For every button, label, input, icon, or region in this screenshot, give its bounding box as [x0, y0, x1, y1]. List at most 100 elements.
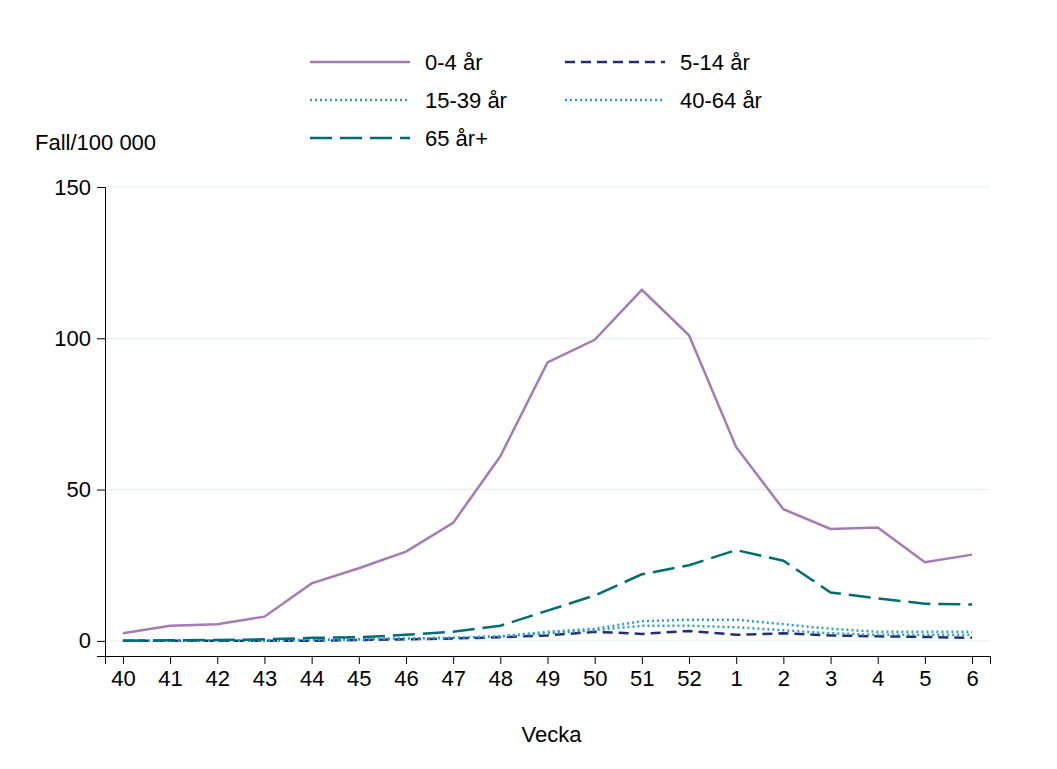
x-tick: 2: [778, 656, 790, 691]
x-tick-mark: [264, 656, 265, 664]
x-tick: 47: [441, 656, 465, 691]
legend-label: 15-39 år: [425, 88, 507, 113]
legend-item: 0-4 år: [310, 50, 482, 75]
y-tick-mark: [97, 338, 105, 339]
x-axis: 40414243444546474849505152123456: [106, 656, 991, 691]
x-tick: 49: [536, 656, 560, 691]
x-axis-line: [106, 657, 991, 665]
y-tick-label: 50: [67, 477, 91, 502]
x-tick-label: 46: [394, 666, 418, 691]
x-tick-mark: [878, 656, 879, 664]
legend-label: 65 år+: [425, 126, 488, 151]
x-tick: 48: [489, 656, 513, 691]
x-tick-label: 3: [825, 666, 837, 691]
y-tick-mark: [97, 187, 105, 188]
x-tick: 41: [158, 656, 182, 691]
grid-line: [105, 338, 990, 339]
x-tick-mark: [123, 656, 124, 664]
x-tick-mark: [783, 656, 784, 664]
x-tick: 1: [731, 656, 743, 691]
x-tick-label: 5: [919, 666, 931, 691]
legend-label: 0-4 år: [425, 50, 482, 75]
x-tick-mark: [170, 656, 171, 664]
x-tick: 51: [630, 656, 654, 691]
legend-line: [565, 99, 665, 102]
legend-item: 65 år+: [310, 126, 488, 151]
x-tick: 40: [111, 656, 135, 691]
x-tick-label: 4: [872, 666, 884, 691]
x-axis-title: Vecka: [522, 722, 583, 747]
x-tick: 3: [825, 656, 837, 691]
y-tick-label: 100: [54, 326, 91, 351]
x-tick-label: 47: [441, 666, 465, 691]
x-tick-mark: [642, 656, 643, 664]
x-tick-label: 1: [731, 666, 743, 691]
x-tick-label: 49: [536, 666, 560, 691]
legend-item: 5-14 år: [565, 50, 750, 75]
x-tick-mark: [312, 656, 313, 664]
x-tick-mark: [689, 656, 690, 664]
x-tick: 44: [300, 656, 324, 691]
x-tick-mark: [217, 656, 218, 664]
lines: [123, 290, 972, 641]
series-line: [123, 620, 972, 641]
x-tick-mark: [925, 656, 926, 664]
x-tick-label: 51: [630, 666, 654, 691]
x-tick: 46: [394, 656, 418, 691]
x-tick-label: 44: [300, 666, 324, 691]
x-tick: 4: [872, 656, 884, 691]
x-tick: 43: [253, 656, 277, 691]
legend-label: 40-64 år: [680, 88, 762, 113]
series-line: [123, 550, 972, 641]
x-tick-label: 2: [778, 666, 790, 691]
legend-line: [310, 137, 410, 140]
x-tick-mark: [406, 656, 407, 664]
grid: [105, 187, 990, 641]
x-tick-label: 48: [489, 666, 513, 691]
legend-line: [310, 61, 410, 64]
chart: 0501001504041424344454647484950515212345…: [0, 0, 1057, 769]
x-tick: 5: [919, 656, 931, 691]
x-tick-mark: [736, 656, 737, 664]
x-tick: 45: [347, 656, 371, 691]
x-tick-label: 50: [583, 666, 607, 691]
legend-label: 5-14 år: [680, 50, 750, 75]
y-tick: 50: [67, 477, 105, 502]
x-tick-label: 42: [206, 666, 230, 691]
x-tick-mark: [595, 656, 596, 664]
x-tick-label: 40: [111, 666, 135, 691]
y-tick-mark: [97, 490, 105, 491]
y-tick: 0: [79, 628, 105, 653]
x-tick-mark: [359, 656, 360, 664]
x-tick-mark: [453, 656, 454, 664]
x-tick: 6: [966, 656, 978, 691]
x-tick-mark: [548, 656, 549, 664]
y-tick-label: 150: [54, 175, 91, 200]
grid-line: [105, 489, 990, 490]
y-tick-label: 0: [79, 628, 91, 653]
y-tick: 100: [54, 326, 105, 351]
y-tick-mark: [97, 641, 105, 642]
legend: 0-4 år 5-14 år 15-39 år 40-64 år 65 år+: [310, 50, 762, 151]
x-tick-label: 45: [347, 666, 371, 691]
x-tick-mark: [972, 656, 973, 664]
legend-item: 40-64 år: [565, 88, 762, 113]
legend-line: [565, 61, 665, 64]
legend-item: 15-39 år: [310, 88, 507, 113]
x-tick: 52: [677, 656, 701, 691]
x-tick: 50: [583, 656, 607, 691]
x-tick-label: 52: [677, 666, 701, 691]
x-tick-label: 6: [966, 666, 978, 691]
x-tick: 42: [206, 656, 230, 691]
series-line: [123, 290, 972, 633]
x-tick-mark: [831, 656, 832, 664]
y-axis-line: [97, 188, 106, 657]
y-tick: 150: [54, 175, 105, 200]
y-axis-title: Fall/100 000: [35, 130, 156, 155]
x-tick-label: 41: [158, 666, 182, 691]
x-tick-label: 43: [253, 666, 277, 691]
legend-line: [310, 99, 410, 102]
x-tick-mark: [500, 656, 501, 664]
grid-line: [105, 187, 990, 188]
y-axis: 0 50 100 150: [54, 175, 105, 657]
